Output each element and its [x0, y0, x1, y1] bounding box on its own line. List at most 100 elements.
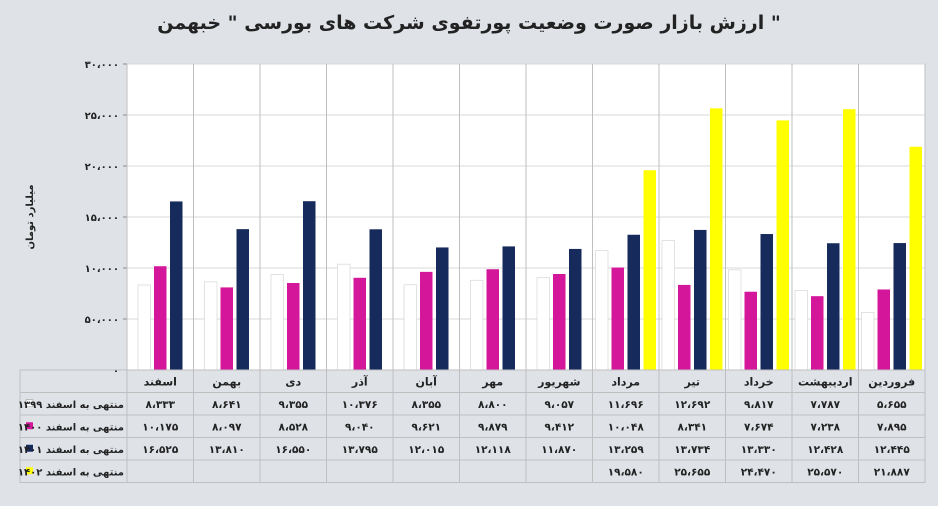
bar: [595, 250, 609, 371]
legend-key: [25, 399, 34, 408]
bar: [843, 109, 856, 370]
bar: [893, 243, 906, 370]
bar: [744, 291, 757, 370]
bar: [236, 229, 249, 370]
y-axis-label: میلیارد تومان: [25, 184, 36, 249]
legend-entry: منتهی به اسفند ۱۳۹۹: [18, 400, 124, 411]
category-label: اردیبهشت: [798, 375, 852, 388]
y-axis: ۰ ۵۰،۰۰۰ ۱۰،۰۰۰ ۱۵،۰۰۰ ۲۰،۰۰۰ ۲۵،۰۰۰ ۳۰،۰۰۰ میل…: [25, 60, 128, 377]
category-label: تیر: [684, 375, 700, 388]
legend-entry: منتهی به اسفند ۱۴۰۰: [18, 422, 124, 433]
data-label: ۲۱،۸۸۷: [874, 466, 911, 478]
bar: [270, 274, 284, 371]
data-label: ۹،۰۵۷: [544, 399, 574, 411]
category-label: مرداد: [611, 375, 640, 388]
y-tick-label: ۱۰،۰۰۰: [85, 264, 119, 275]
y-tick-label: ۲۵،۰۰۰: [85, 111, 119, 122]
data-label: ۹،۳۵۵: [278, 399, 308, 411]
bar: [678, 284, 691, 370]
bar: [861, 312, 875, 371]
y-tick-label: ۰: [113, 366, 119, 377]
category-label: آبان: [416, 374, 438, 388]
data-label: ۸،۳۴۱: [677, 421, 707, 433]
legend-key: [26, 444, 33, 452]
bar: [760, 234, 773, 370]
data-label: ۱۲،۶۹۲: [674, 399, 711, 411]
data-label: ۸،۳۳۳: [145, 399, 175, 411]
category-label: مهر: [481, 375, 503, 388]
bar: [502, 246, 515, 370]
data-label: ۱۲،۴۲۸: [807, 444, 844, 456]
data-label: ۱۳،۸۱۰: [209, 444, 245, 456]
bar: [794, 290, 808, 371]
category-label: شهریور: [537, 375, 580, 388]
bar: [353, 277, 366, 370]
data-label: ۲۵،۶۵۵: [674, 466, 711, 478]
legend-entry: منتهی به اسفند ۱۴۰۱: [18, 445, 124, 456]
data-label: ۱۶،۵۲۵: [142, 444, 179, 456]
data-label: ۵،۶۵۵: [877, 399, 907, 411]
bar: [694, 229, 707, 370]
category-label: فروردین: [868, 375, 915, 388]
data-label: ۹،۶۲۱: [411, 421, 441, 433]
data-label: ۸،۸۰۰: [478, 399, 508, 411]
y-tick-label: ۵۰،۰۰۰: [85, 315, 119, 326]
data-label: ۱۱،۸۷۰: [541, 444, 577, 456]
data-label: ۱۲،۱۱۸: [475, 444, 512, 456]
data-label: ۲۵،۵۷۰: [807, 466, 843, 478]
bar: [369, 229, 382, 370]
data-label: ۸،۶۴۱: [212, 399, 242, 411]
bar: [403, 284, 417, 371]
data-label: ۹،۰۴۰: [345, 421, 375, 433]
bar: [436, 247, 449, 370]
bar: [287, 283, 300, 370]
bar: [569, 248, 582, 370]
data-label: ۱۶،۵۵۰: [275, 444, 311, 456]
bar: [827, 243, 840, 370]
data-label: ۷،۲۳۸: [810, 421, 840, 433]
bar: [220, 287, 233, 370]
data-table: فروردین اردیبهشت خرداد تیر مرداد شهریور مهر آبا…: [18, 64, 926, 483]
bar: [909, 146, 922, 370]
bar: [170, 201, 183, 370]
data-label: ۹،۸۱۷: [744, 399, 774, 411]
bar: [611, 267, 624, 370]
bar: [420, 271, 433, 370]
y-tick-label: ۳۰،۰۰۰: [85, 60, 119, 71]
bar: [486, 269, 499, 370]
data-label: ۱۰،۰۴۸: [608, 421, 645, 433]
data-label: ۱۰،۳۷۶: [342, 399, 378, 411]
data-label: ۷،۷۸۷: [810, 399, 840, 411]
data-label: ۱۹،۵۸۰: [608, 466, 644, 478]
bar: [877, 289, 890, 370]
y-tick-label: ۱۵،۰۰۰: [85, 213, 119, 224]
bar: [204, 281, 218, 371]
data-label: ۹،۸۷۹: [478, 421, 508, 433]
bar: [154, 266, 167, 370]
category-label: خرداد: [744, 375, 774, 388]
data-label: ۹،۴۱۲: [544, 421, 574, 433]
y-tick-label: ۲۰،۰۰۰: [85, 162, 119, 173]
bar: [627, 234, 640, 370]
bar: [728, 269, 742, 371]
category-label: دی: [285, 375, 301, 388]
category-label: بهمن: [212, 375, 241, 388]
bar: [553, 273, 566, 370]
bar: [303, 201, 316, 370]
data-label: ۱۲،۰۱۵: [408, 444, 445, 456]
data-label: ۱۳،۳۳۰: [741, 444, 777, 456]
chart-title: ارزش بازار صورت وضعیت پورتفوی شرکت های ب…: [157, 12, 781, 34]
data-label: ۲۴،۴۷۰: [741, 466, 777, 478]
data-label: ۱۳،۲۵۹: [608, 444, 645, 456]
bar: [776, 120, 789, 370]
bar: [137, 284, 151, 371]
bar: [643, 170, 656, 370]
bar: [811, 296, 824, 370]
data-label: ۱۰،۱۷۵: [142, 421, 179, 433]
data-label: ۷،۶۷۴: [744, 421, 774, 433]
bar: [337, 263, 351, 371]
legend-key: [26, 422, 33, 430]
data-label: ۱۳،۷۹۵: [342, 444, 379, 456]
legend-key: [26, 467, 33, 475]
